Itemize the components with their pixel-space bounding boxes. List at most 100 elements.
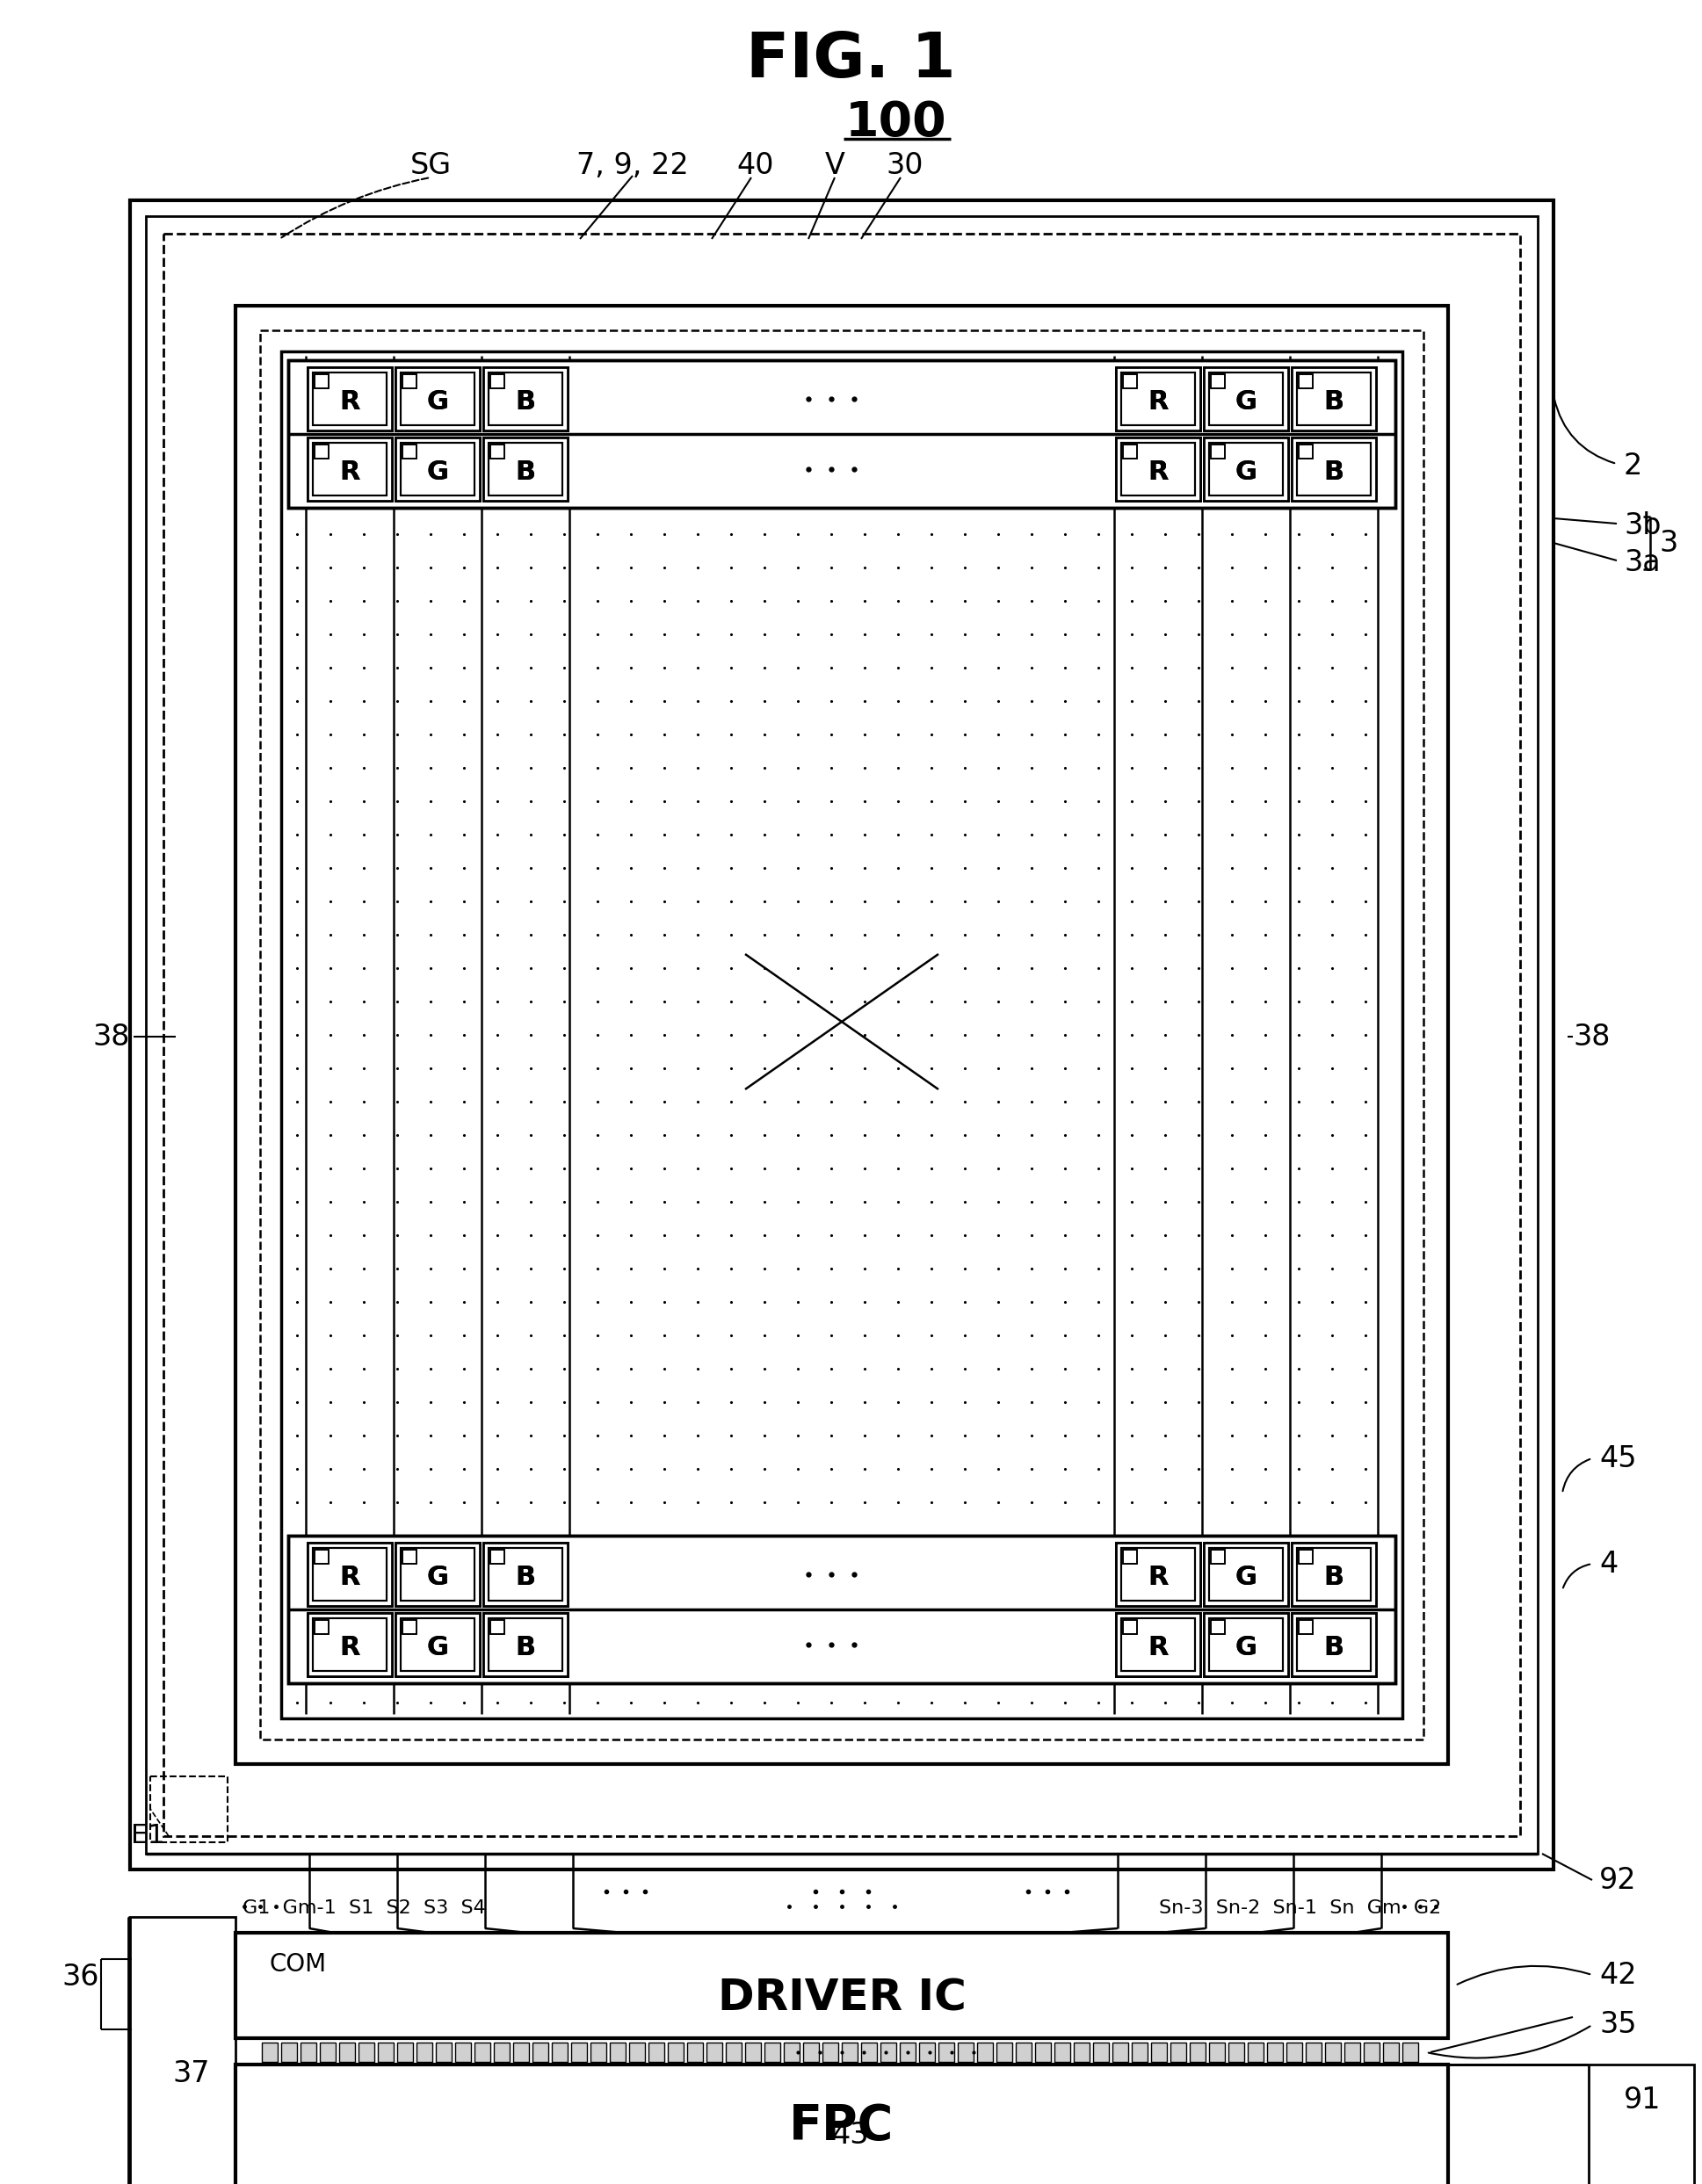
Bar <box>785 2042 800 2062</box>
Text: R: R <box>339 1564 361 1590</box>
Bar <box>1208 1548 1283 1601</box>
Bar <box>1297 1618 1370 1671</box>
Text: 91: 91 <box>1624 2086 1661 2114</box>
Bar <box>609 2042 626 2062</box>
Text: G: G <box>1236 459 1258 485</box>
Bar <box>490 373 504 389</box>
Bar <box>315 446 328 459</box>
Bar <box>1203 1614 1288 1675</box>
Bar <box>308 367 391 430</box>
Bar <box>1292 1614 1375 1675</box>
Text: 43: 43 <box>832 2121 870 2149</box>
Text: 92: 92 <box>1600 1865 1637 1894</box>
Bar <box>163 234 1520 1837</box>
Text: 37: 37 <box>174 2060 211 2088</box>
Text: R: R <box>339 459 361 485</box>
Bar <box>146 216 1537 1854</box>
Bar <box>938 2042 955 2062</box>
Bar <box>417 2042 432 2062</box>
Bar <box>1208 373 1283 426</box>
Text: B: B <box>516 459 536 485</box>
Bar <box>1203 1542 1288 1605</box>
Bar <box>313 373 386 426</box>
Text: R: R <box>1147 389 1168 415</box>
Bar <box>400 1548 475 1601</box>
Text: B: B <box>1324 1634 1345 1660</box>
Bar <box>996 2042 1013 2062</box>
Text: B: B <box>1324 389 1345 415</box>
Bar <box>1297 1548 1370 1601</box>
Text: R: R <box>1147 1564 1168 1590</box>
Bar <box>572 2042 587 2062</box>
Bar <box>1203 367 1288 430</box>
Bar <box>1292 437 1375 500</box>
Bar <box>488 1548 562 1601</box>
Bar <box>128 1918 235 2184</box>
Bar <box>281 2042 296 2062</box>
Bar <box>1208 373 1283 426</box>
Bar <box>320 2042 335 2062</box>
Bar <box>1363 2042 1380 2062</box>
Bar <box>1297 1618 1370 1671</box>
Bar <box>630 2042 645 2062</box>
Bar <box>400 373 475 426</box>
Bar <box>1210 446 1225 459</box>
Bar <box>1210 373 1225 389</box>
Bar <box>488 373 562 426</box>
Bar <box>400 1618 475 1671</box>
Bar <box>400 373 475 426</box>
Bar <box>339 2042 356 2062</box>
Bar <box>490 446 504 459</box>
Bar <box>402 1621 417 1634</box>
Bar <box>235 1933 1448 2038</box>
Bar <box>281 352 1402 1719</box>
Bar <box>1210 1551 1225 1564</box>
Bar <box>1122 1618 1195 1671</box>
Bar <box>1299 1551 1312 1564</box>
Bar <box>490 1621 504 1634</box>
Bar <box>475 2042 490 2062</box>
Bar <box>490 373 504 389</box>
Text: Sn-3  Sn-2  Sn-1  Sn  Gm  G2: Sn-3 Sn-2 Sn-1 Sn Gm G2 <box>1159 1900 1442 1918</box>
Text: R: R <box>339 1634 361 1660</box>
Text: G: G <box>1236 1634 1258 1660</box>
Text: R: R <box>339 1564 361 1590</box>
Text: R: R <box>1147 1564 1168 1590</box>
Bar <box>1208 443 1283 496</box>
Bar <box>402 373 417 389</box>
Bar <box>395 367 480 430</box>
Text: 35: 35 <box>1600 2011 1637 2040</box>
Text: 42: 42 <box>1600 1961 1637 1990</box>
Bar <box>1122 1618 1195 1671</box>
Bar <box>591 2042 606 2062</box>
Bar <box>1208 443 1283 496</box>
Bar <box>308 1542 391 1605</box>
Bar <box>1248 2042 1263 2062</box>
Bar <box>880 2042 897 2062</box>
Bar <box>1122 443 1195 496</box>
Bar <box>490 1551 504 1564</box>
Bar <box>1299 1551 1312 1564</box>
Text: R: R <box>339 459 361 485</box>
Bar <box>1384 2042 1399 2062</box>
Bar <box>313 443 386 496</box>
Bar <box>1203 1542 1288 1605</box>
Bar <box>315 1621 328 1634</box>
Bar <box>308 1542 391 1605</box>
Text: FIG. 1: FIG. 1 <box>745 28 955 90</box>
Bar <box>1297 373 1370 426</box>
Bar <box>803 2042 819 2062</box>
Bar <box>667 2042 684 2062</box>
Bar <box>378 2042 393 2062</box>
Text: 36: 36 <box>63 1961 99 1992</box>
Bar <box>648 2042 664 2062</box>
Bar <box>1171 2042 1186 2062</box>
Bar <box>861 2042 877 2062</box>
Bar <box>1035 2042 1050 2062</box>
Text: G: G <box>427 389 449 415</box>
Bar <box>313 373 386 426</box>
Bar <box>400 1618 475 1671</box>
Bar <box>359 2042 374 2062</box>
Bar <box>402 446 417 459</box>
Bar <box>483 1542 568 1605</box>
